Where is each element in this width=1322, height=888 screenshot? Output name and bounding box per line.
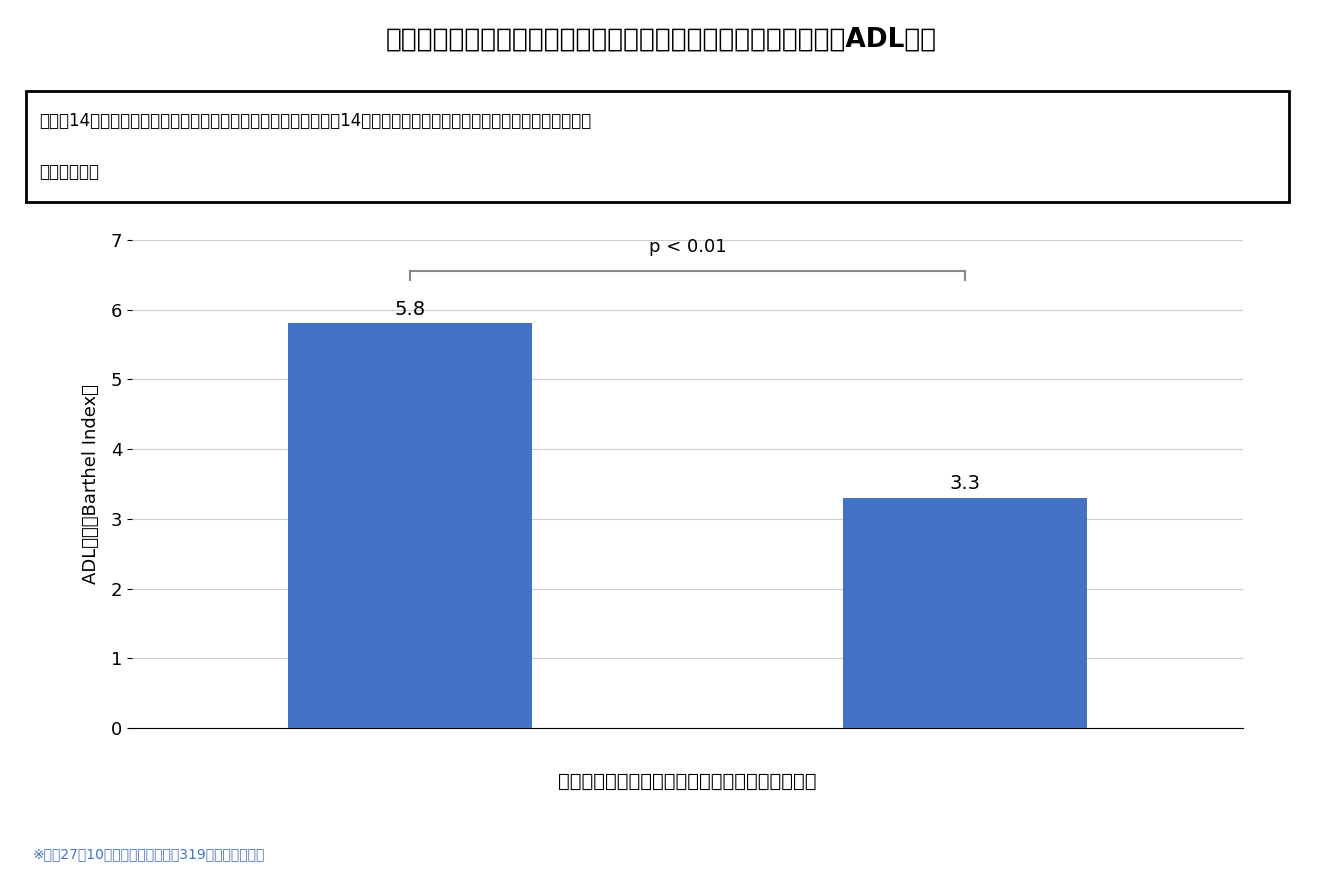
Text: 5.8: 5.8: [394, 299, 426, 319]
Y-axis label: ADL向上（Barthel Index）: ADL向上（Barthel Index）: [82, 384, 100, 584]
Text: られていた。: られていた。: [38, 163, 99, 181]
Text: 3.3: 3.3: [949, 474, 981, 493]
Text: ※平成27年10月以降に退院した者319名について集計: ※平成27年10月以降に退院した者319名について集計: [33, 847, 264, 861]
Bar: [843, 498, 1087, 728]
Text: 退院後の訪問リハビリテーション利用開始までの期間と開始後のADL向上: 退院後の訪問リハビリテーション利用開始までの期間と開始後のADL向上: [386, 27, 936, 53]
FancyBboxPatch shape: [26, 91, 1289, 202]
Text: 退院から訪問リハビリテーション開始までの日数: 退院から訪問リハビリテーション開始までの日数: [558, 773, 817, 791]
Text: p < 0.01: p < 0.01: [649, 238, 726, 256]
Bar: [288, 323, 531, 728]
Text: 退院後14日以内にリハビリテーションを開始したグループでは、14日以上のグループに比べ、より大きな機能回復が見: 退院後14日以内にリハビリテーションを開始したグループでは、14日以上のグループ…: [38, 112, 591, 131]
